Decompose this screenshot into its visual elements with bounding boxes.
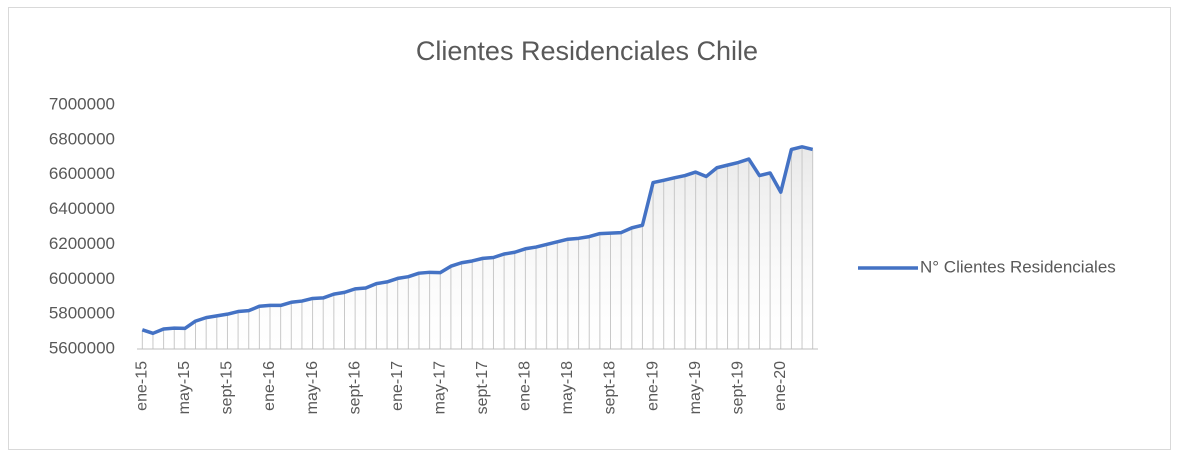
x-tick-label: may-15 — [176, 361, 193, 414]
x-tick-label: may-19 — [687, 361, 704, 414]
x-tick-label: ene-17 — [389, 361, 406, 411]
x-tick-label: may-17 — [431, 361, 448, 414]
y-tick-label: 6800000 — [49, 129, 115, 148]
y-tick-label: 6600000 — [49, 164, 115, 183]
x-tick-label: ene-16 — [261, 361, 278, 411]
x-tick-label: may-18 — [559, 361, 576, 414]
x-tick-label: may-16 — [304, 361, 321, 414]
x-tick-label: ene-15 — [134, 361, 151, 411]
x-tick-label: sept-17 — [474, 361, 491, 414]
y-tick-label: 6200000 — [49, 234, 115, 253]
y-tick-label: 6400000 — [49, 199, 115, 218]
x-tick-label: ene-20 — [772, 361, 789, 411]
x-tick-label: ene-19 — [644, 361, 661, 411]
x-tick-label: sept-18 — [602, 361, 619, 414]
series-line — [141, 145, 814, 336]
y-tick-label: 5800000 — [49, 304, 115, 323]
y-tick-label: 7000000 — [49, 94, 115, 113]
x-tick-label: sept-15 — [219, 361, 236, 414]
x-tick-label: sept-19 — [729, 361, 746, 414]
chart-title: Clientes Residenciales Chile — [416, 36, 758, 66]
area-fill — [142, 146, 813, 349]
y-tick-label: 5600000 — [49, 338, 115, 357]
y-tick-label: 6000000 — [49, 269, 115, 288]
chart-border — [8, 7, 1171, 450]
x-tick-label: sept-16 — [346, 361, 363, 414]
x-tick-label: ene-18 — [517, 361, 534, 411]
legend-label: N° Clientes Residenciales — [920, 257, 1116, 276]
